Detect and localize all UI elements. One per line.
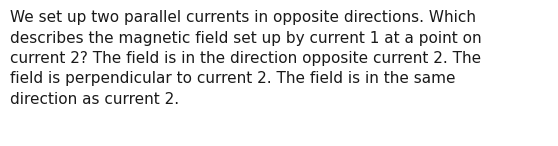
- Text: We set up two parallel currents in opposite directions. Which
describes the magn: We set up two parallel currents in oppos…: [10, 10, 482, 107]
